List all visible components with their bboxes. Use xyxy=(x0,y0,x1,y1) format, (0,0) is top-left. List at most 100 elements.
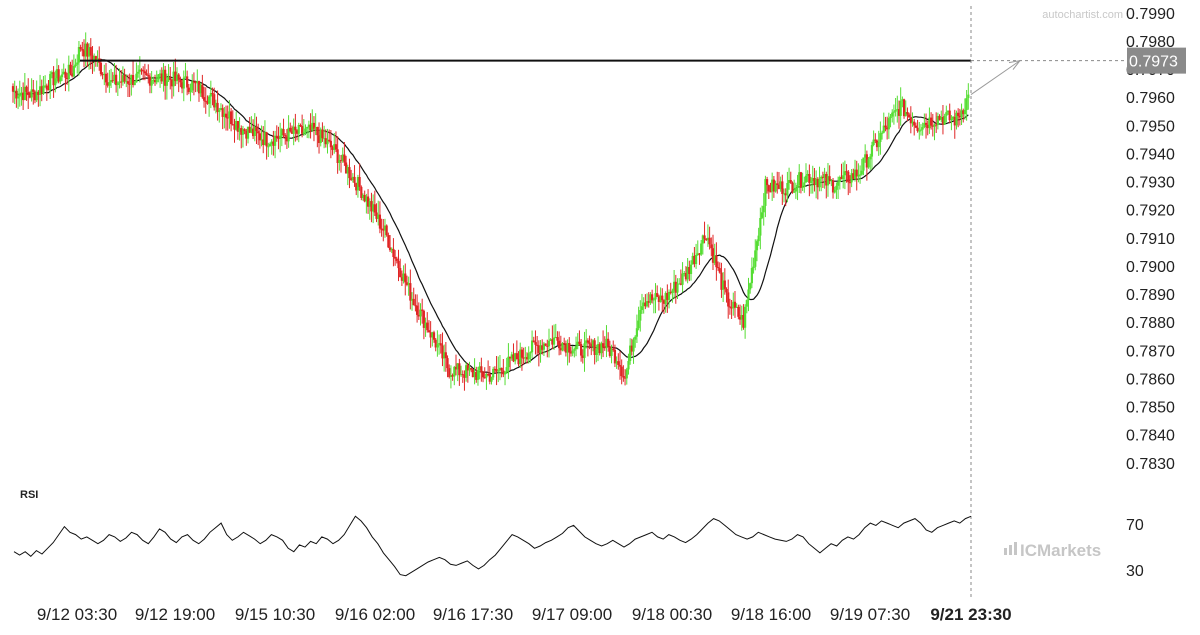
candle-body xyxy=(561,343,564,351)
candle-body xyxy=(789,180,792,183)
candle-body xyxy=(537,345,540,353)
candle-body xyxy=(798,172,801,185)
candle-body xyxy=(128,83,131,85)
candle-body xyxy=(328,139,331,141)
candle-body xyxy=(196,81,199,84)
candle-body xyxy=(160,73,163,82)
candle-body xyxy=(37,91,40,95)
candle-body xyxy=(466,365,469,371)
candle-body xyxy=(307,124,310,127)
candle-body xyxy=(688,267,691,274)
candle-body xyxy=(449,375,453,377)
candle-body xyxy=(940,117,943,120)
candle-body xyxy=(383,225,387,231)
candle-body xyxy=(25,86,28,92)
candle-body xyxy=(28,95,32,98)
candle-body xyxy=(916,127,919,131)
candle-body xyxy=(299,125,302,127)
candle-body xyxy=(585,340,588,344)
candle-body xyxy=(503,372,507,375)
candle-body xyxy=(272,141,275,146)
candle-body xyxy=(667,291,671,300)
candle-body xyxy=(889,116,892,119)
candle-body xyxy=(186,76,189,88)
time-axis: 9/12 03:30 9/12 19:00 9/15 10:30 9/16 02:00… xyxy=(37,605,1012,624)
candle-body xyxy=(314,127,317,129)
candle-body xyxy=(434,339,437,348)
moving-average-line xyxy=(12,58,969,375)
candle-body xyxy=(365,196,368,202)
candle-body xyxy=(351,176,354,180)
candle-body xyxy=(40,86,43,94)
candle-body xyxy=(360,186,363,198)
candle-body xyxy=(629,345,632,361)
candle-body xyxy=(213,94,216,108)
candle-body xyxy=(945,112,948,116)
candle-body xyxy=(965,98,968,110)
candle-body xyxy=(635,328,639,337)
candle-body xyxy=(645,301,649,307)
candle-body xyxy=(598,344,601,354)
price-tick-label: 0.7870 xyxy=(1126,343,1175,360)
candle-body xyxy=(473,372,476,377)
candle-body xyxy=(461,374,464,376)
time-tick-label: 9/16 02:00 xyxy=(335,605,415,624)
candle-body xyxy=(544,343,547,346)
candle-body xyxy=(924,122,928,125)
candle-body xyxy=(309,124,312,131)
candle-body xyxy=(143,71,146,74)
candle-body xyxy=(446,358,449,369)
candle-body xyxy=(295,130,299,134)
candle-body xyxy=(776,183,779,185)
candle-body xyxy=(946,110,950,113)
price-tick-label: 0.7910 xyxy=(1126,231,1175,248)
candle-body xyxy=(774,183,777,192)
candle-body xyxy=(402,273,405,281)
candle-body xyxy=(955,112,958,126)
candle-body xyxy=(182,77,185,89)
candle-body xyxy=(793,191,796,193)
candle-body xyxy=(495,369,498,372)
candle-body xyxy=(580,344,583,356)
candle-body xyxy=(791,182,794,193)
candle-body xyxy=(612,348,615,350)
candle-body xyxy=(894,110,897,112)
candle-body xyxy=(862,157,865,171)
candle-body xyxy=(837,182,840,186)
candle-body xyxy=(897,109,901,116)
brand-logo: ICMarkets xyxy=(1004,541,1101,560)
candle-body xyxy=(644,302,647,307)
candle-body xyxy=(833,189,836,193)
price-tick-label: 0.7940 xyxy=(1126,146,1175,163)
candle-body xyxy=(81,49,84,51)
candle-body xyxy=(443,352,446,359)
candle-body xyxy=(30,89,33,98)
candle-body xyxy=(184,76,187,78)
candle-body xyxy=(164,69,167,86)
candle-body xyxy=(187,87,190,93)
candle-body xyxy=(500,367,503,371)
candle-body xyxy=(133,82,136,86)
candle-body xyxy=(54,78,57,86)
candle-body xyxy=(400,277,403,281)
candle-body xyxy=(630,345,633,352)
candle-body xyxy=(542,343,546,350)
candle-body xyxy=(255,126,258,132)
candle-body xyxy=(388,247,392,251)
candle-body xyxy=(387,235,390,248)
candle-body xyxy=(59,77,62,82)
candle-body xyxy=(869,156,872,160)
candle-body xyxy=(762,205,765,213)
candle-body xyxy=(284,135,287,137)
candle-body xyxy=(527,353,530,360)
candle-body xyxy=(767,185,770,192)
candle-body xyxy=(480,366,483,373)
candle-body xyxy=(618,365,622,367)
candle-body xyxy=(899,100,902,116)
candle-body xyxy=(799,172,803,188)
candle-body xyxy=(240,128,243,135)
candle-body xyxy=(87,47,91,57)
candle-body xyxy=(439,343,442,346)
candle-body xyxy=(552,337,556,345)
candle-body xyxy=(747,289,750,301)
